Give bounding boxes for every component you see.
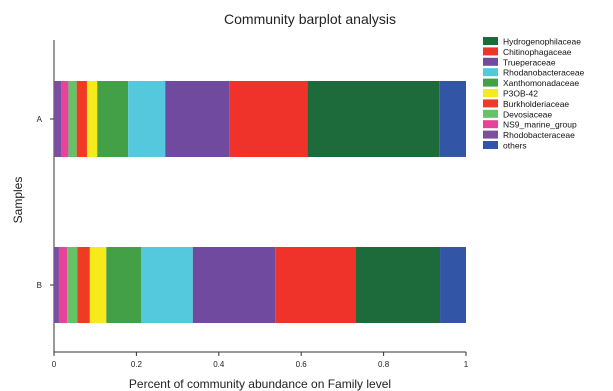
legend-swatch (483, 47, 498, 56)
legend-swatch (483, 57, 498, 66)
legend-swatch (483, 130, 498, 139)
bar-segment-A-devosiaceae (68, 81, 77, 157)
bar-segment-B-hydrogenophilaceae (355, 247, 441, 323)
legend-label: Trueperaceae (503, 57, 556, 67)
x-tick-label: 0.4 (213, 360, 225, 369)
bar-segment-A-xanthomonadaceae (97, 81, 129, 157)
legend-swatch (483, 89, 498, 97)
bar-segment-B-ns9-marine-group (58, 247, 68, 323)
x-tick-label: 1 (464, 360, 469, 369)
bar-segment-A-others (439, 81, 466, 157)
x-tick-label: 0.6 (296, 360, 308, 369)
legend-label: Rhodobacteraceae (503, 130, 575, 140)
legend-swatch (483, 78, 498, 87)
legend-label: Devosiaceae (503, 109, 552, 119)
legend-swatch (483, 141, 498, 149)
x-axis-label: Percent of community abundance on Family… (129, 377, 391, 391)
legend-label: Xanthomonadaceae (503, 78, 579, 88)
bar-segment-B-burkholderiaceae (77, 247, 90, 323)
bar-segment-B-xanthomonadaceae (106, 247, 142, 323)
x-tick-label: 0.8 (378, 360, 390, 369)
bar-segment-A-trueperaceae (165, 81, 230, 157)
bars (54, 81, 466, 323)
legend-swatch (483, 68, 498, 77)
legend-label: NS9_marine_group (503, 120, 577, 130)
legend-label: others (503, 141, 527, 151)
y-tick-label: A (37, 115, 43, 124)
bar-segment-B-rhodobacteraceae (54, 247, 59, 323)
legend: HydrogenophilaceaeChitinophagaceaeTruepe… (483, 37, 585, 151)
bar-segment-B-chitinophagaceae (275, 247, 356, 323)
x-tick-label: 0.2 (131, 360, 143, 369)
legend-label: Hydrogenophilaceae (503, 37, 581, 47)
chart-title: Community barplot analysis (224, 11, 396, 27)
bar-segment-A-chitinophagaceae (229, 81, 308, 157)
bar-segment-B-p3ob-42 (89, 247, 107, 323)
legend-label: Rhodanobacteraceae (503, 68, 585, 78)
legend-swatch (483, 99, 498, 108)
bar-segment-A-p3ob-42 (86, 81, 98, 157)
legend-label: Burkholderiaceae (503, 99, 569, 109)
bar-segment-B-others (440, 247, 466, 323)
bar-segment-A-rhodanobacteraceae (128, 81, 166, 157)
bar-segment-B-devosiaceae (67, 247, 78, 323)
legend-swatch (483, 120, 498, 129)
bar-segment-A-ns9-marine-group (61, 81, 69, 157)
y-tick-label: B (37, 281, 42, 290)
bar-segment-B-rhodanobacteraceae (141, 247, 193, 323)
y-axis-label: Samples (11, 177, 25, 224)
legend-swatch (483, 109, 498, 118)
legend-label: Chitinophagaceae (503, 47, 572, 57)
x-tick-label: 0 (52, 360, 57, 369)
bar-segment-A-rhodobacteraceae (54, 81, 62, 157)
bar-segment-A-hydrogenophilaceae (307, 81, 440, 157)
bar-segment-A-burkholderiaceae (76, 81, 87, 157)
legend-swatch (483, 37, 498, 45)
bar-segment-B-trueperaceae (192, 247, 276, 323)
legend-label: P3OB-42 (503, 89, 538, 99)
